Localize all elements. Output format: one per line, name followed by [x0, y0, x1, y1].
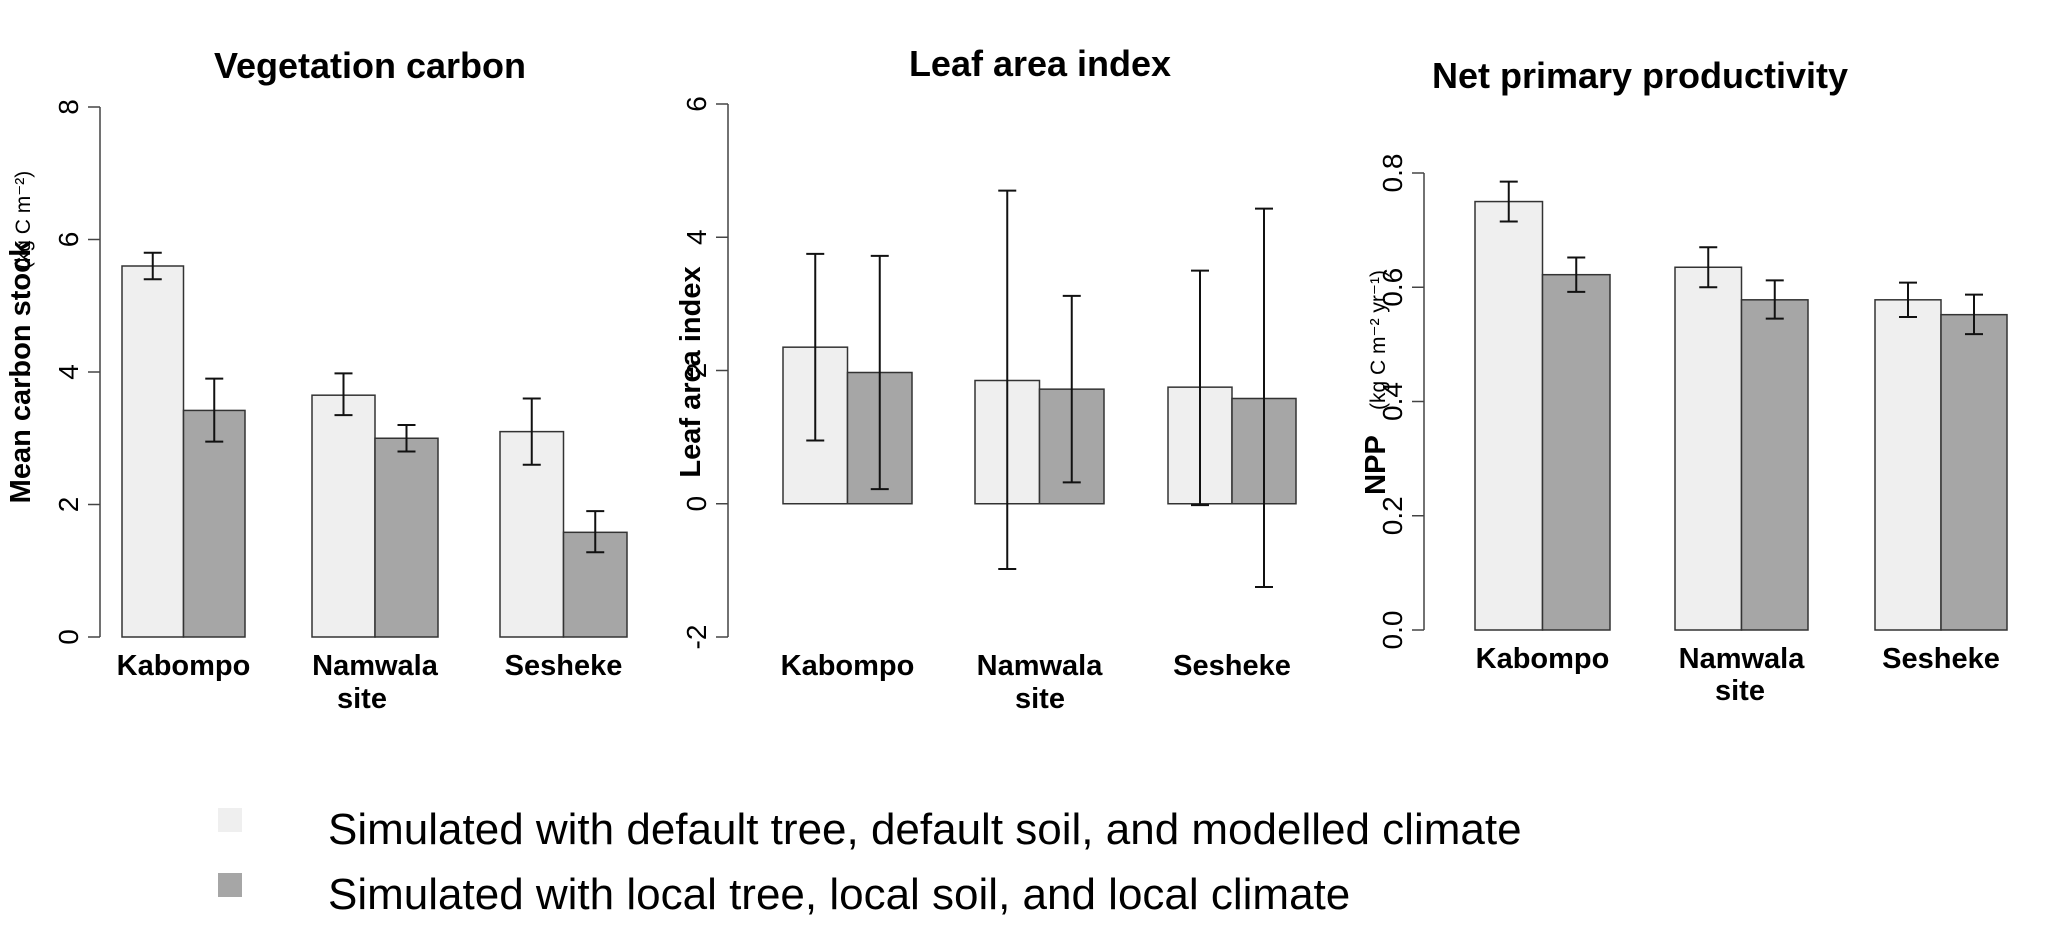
bar-sesheke-series-2: [1940, 313, 2008, 631]
x-tick-label: Kabompo: [781, 650, 915, 682]
chart-title: Leaf area index: [909, 43, 1171, 84]
y-tick-label: 0.2: [1377, 496, 1408, 535]
y-axis-unit: (kg C m⁻² yr⁻¹): [1367, 270, 1390, 410]
x-tick-label: Sesheke: [1882, 643, 2000, 675]
bar-kabompo-series-2: [182, 409, 246, 638]
y-tick-label: 0.4: [1377, 382, 1408, 421]
chart-title: Vegetation carbon: [214, 45, 526, 86]
legend-swatch-1: [218, 808, 242, 832]
x-tick-label: Namwala: [977, 650, 1104, 682]
y-axis-label: NPP: [1360, 435, 1392, 495]
y-tick-label: 6: [53, 232, 84, 248]
bar-namwala-series-1: [311, 394, 376, 638]
legend-swatch-2: [218, 873, 242, 897]
y-tick-label: 6: [681, 96, 712, 112]
y-tick-label: 0.6: [1377, 268, 1408, 307]
bar-sesheke-series-1: [1874, 299, 1942, 631]
x-tick-label: Kabompo: [1476, 643, 1610, 675]
y-tick-label: 2: [53, 497, 84, 513]
legend-label-2: Simulated with local tree, local soil, a…: [328, 870, 1350, 919]
legend-label-1: Simulated with default tree, default soi…: [328, 805, 1522, 854]
chart-panel-3: Net primary productivity 0.0 0.2 0.4 0.6 0.8 N…: [1360, 55, 2008, 707]
bar-kabompo-series-2: [1541, 273, 1611, 631]
bar-kabompo-series-1: [121, 265, 185, 638]
y-axis-unit: (kg C m⁻²): [12, 171, 35, 270]
x-tick-label: Namwala: [312, 650, 439, 682]
y-tick-label: 4: [681, 229, 712, 245]
y-tick-label: 0: [681, 496, 712, 512]
bar-namwala-series-2: [1740, 299, 1809, 631]
y-tick-label: 2: [681, 363, 712, 379]
chart-panel-1: Vegetation carbon 0 2 4 6 8 Mean carbon stock(…: [5, 45, 628, 715]
y-tick-label: 0.8: [1377, 154, 1408, 193]
y-axis-label: Mean carbon stock: [5, 240, 37, 504]
y-tick-label: 0: [53, 629, 84, 645]
x-tick-label: Sesheke: [505, 650, 623, 682]
bar-namwala-series-2: [374, 437, 439, 638]
x-tick-label: Sesheke: [1173, 650, 1291, 682]
chart-panel-2: Leaf area index -2 0 2 4 6 Leaf area index Kabo…: [675, 43, 1297, 715]
y-tick-label: 0.0: [1377, 611, 1408, 650]
x-axis-label: site: [337, 683, 387, 715]
x-tick-label: Namwala: [1679, 643, 1806, 675]
x-tick-label: Kabompo: [117, 650, 251, 682]
y-axis-label: Leaf area index: [675, 266, 707, 477]
chart-title: Net primary productivity: [1432, 55, 1848, 96]
x-axis-label: site: [1715, 675, 1765, 707]
legend: Simulated with default tree, default soi…: [218, 805, 1522, 919]
bar-namwala-series-1: [1674, 266, 1743, 631]
y-tick-label: -2: [681, 625, 712, 650]
y-tick-label: 8: [53, 99, 84, 115]
bar-kabompo-series-1: [1474, 200, 1544, 631]
x-axis-label: site: [1015, 683, 1065, 715]
y-tick-label: 4: [53, 364, 84, 380]
